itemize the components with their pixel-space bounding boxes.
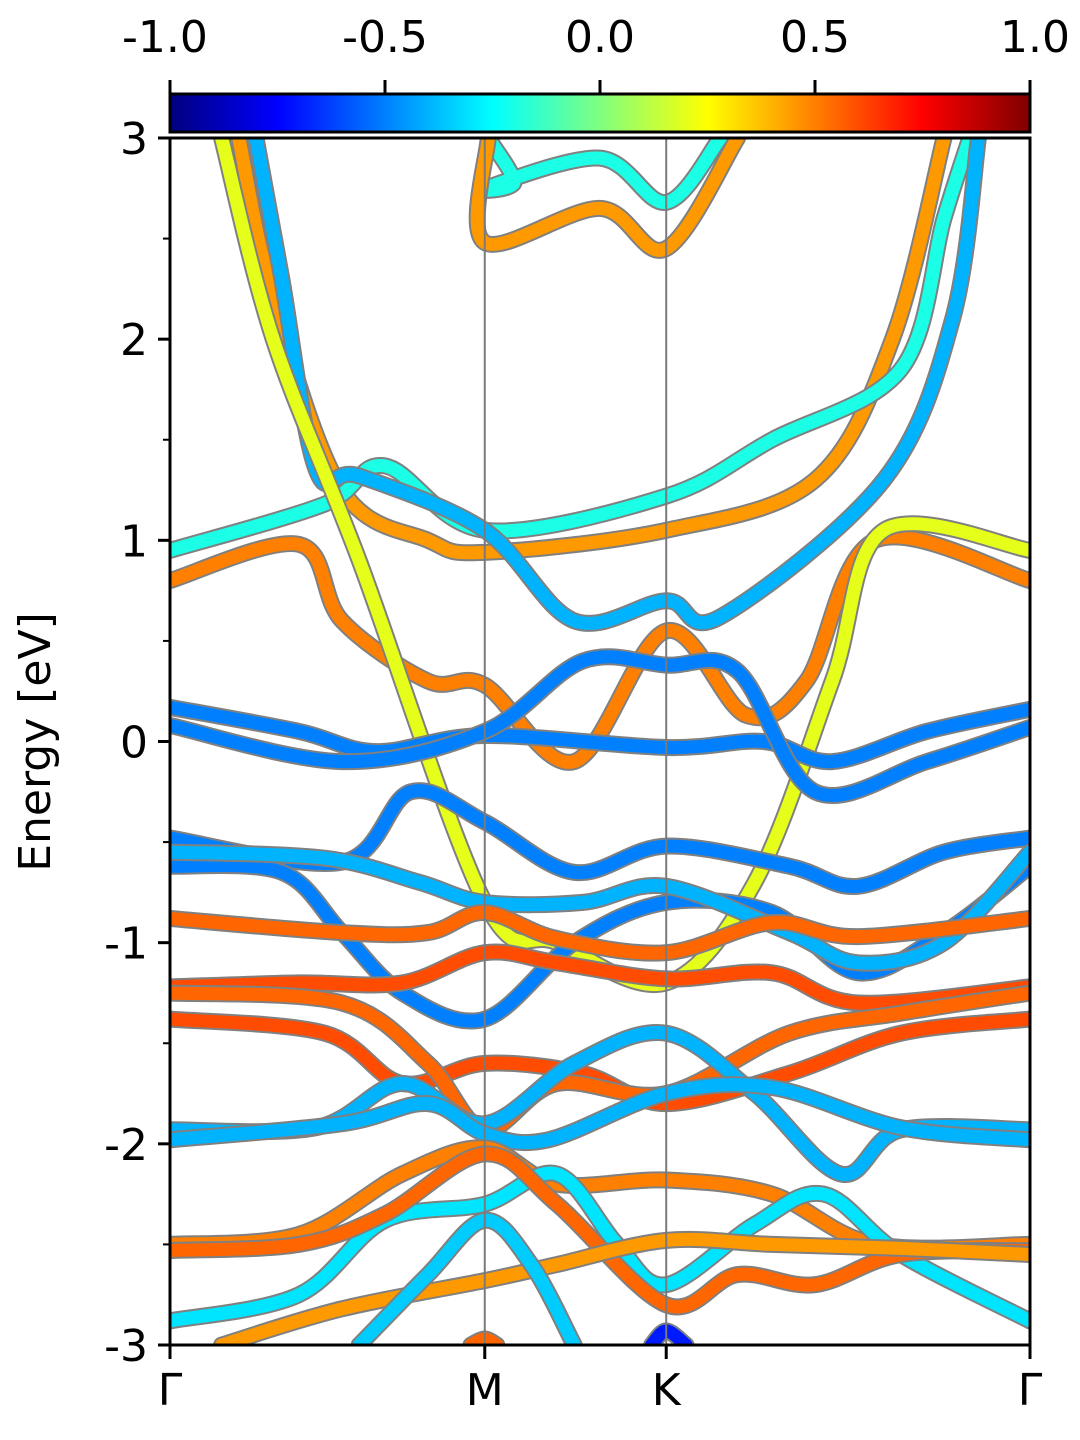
band-series <box>170 1010 1030 1113</box>
band-series <box>170 1023 1030 1183</box>
x-tick-label: Γ <box>1018 1365 1043 1416</box>
band-series <box>473 138 729 211</box>
band-series <box>170 698 1030 771</box>
band-line <box>170 700 1030 769</box>
y-axis-ticks: 3 2 1 0 -1 -2 -3 <box>104 114 170 1372</box>
band-line <box>170 906 1030 960</box>
band-series <box>643 1322 695 1345</box>
y-tick-label: -2 <box>104 1120 148 1171</box>
y-tick-label: 3 <box>120 114 148 165</box>
band-series <box>170 648 1030 805</box>
band-line <box>170 845 1030 970</box>
colorbar: -1.0 -0.5 0.0 0.5 1.0 <box>122 12 1070 134</box>
band-lines <box>170 138 1030 1345</box>
colorbar-tick-label: 0.0 <box>565 12 635 63</box>
band-line <box>170 1025 1030 1181</box>
band-line <box>645 1324 693 1345</box>
colorbar-tick-label: -1.0 <box>122 12 208 63</box>
y-tick-label: 0 <box>120 718 148 769</box>
band-line <box>170 784 1030 893</box>
band-line <box>475 138 727 209</box>
y-axis-label: Energy [eV] <box>10 612 61 872</box>
y-tick-label: -1 <box>104 919 148 970</box>
band-series <box>468 138 747 259</box>
band-series <box>170 904 1030 962</box>
x-tick-label: Γ <box>158 1365 183 1416</box>
band-line <box>170 650 1030 803</box>
band-line <box>170 1012 1030 1111</box>
y-tick-label: -3 <box>104 1321 148 1372</box>
band-line <box>170 945 1030 1010</box>
band-line <box>470 138 745 257</box>
colorbar-ticks: -1.0 -0.5 0.0 0.5 1.0 <box>122 12 1070 94</box>
colorbar-tick-label: -0.5 <box>342 12 428 63</box>
band-series <box>170 984 1030 1139</box>
band-series <box>170 1076 1030 1152</box>
y-tick-label: 1 <box>120 516 148 567</box>
band-series <box>213 1230 1030 1345</box>
band-series <box>170 843 1030 972</box>
band-line <box>215 1232 1030 1345</box>
x-tick-label: M <box>466 1365 504 1416</box>
x-tick-label: K <box>652 1365 682 1416</box>
band-series <box>170 943 1030 1012</box>
colorbar-tick-label: 0.5 <box>780 12 850 63</box>
band-line <box>170 1078 1030 1150</box>
y-tick-label: 2 <box>120 315 148 366</box>
colorbar-tick-label: 1.0 <box>1000 12 1070 63</box>
high-symmetry-lines <box>483 138 668 1345</box>
band-series <box>170 782 1030 895</box>
band-line <box>170 986 1030 1137</box>
colorbar-gradient <box>168 92 1032 134</box>
